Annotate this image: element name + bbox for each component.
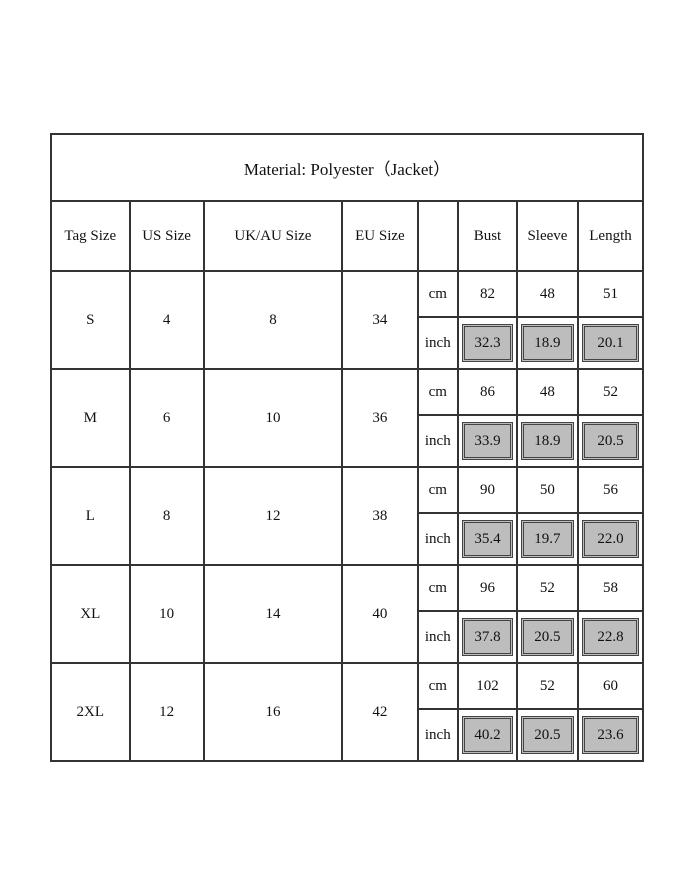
cm-value: 56 — [577, 466, 644, 514]
inch-cell: 23.6 — [577, 708, 644, 762]
unit-label: inch — [416, 708, 460, 762]
cm-value: 52 — [515, 564, 580, 612]
cm-value: 82 — [457, 270, 518, 318]
inch-cell: 37.8 — [457, 610, 518, 664]
table-row: L 8 12 38 cm 90 50 56 — [50, 466, 644, 566]
size-eu: 38 — [341, 466, 419, 566]
size-us: 4 — [128, 270, 205, 370]
unit-label: inch — [416, 414, 460, 468]
column-header: EU Size — [341, 200, 419, 272]
size-tag: L — [50, 466, 131, 566]
table-title: Material: Polyester（Jacket） — [50, 133, 644, 202]
cm-value: 52 — [515, 662, 580, 710]
column-header: US Size — [128, 200, 205, 272]
size-uk: 12 — [202, 466, 344, 566]
table-row: 2XL 12 16 42 cm 102 52 60 — [50, 662, 644, 762]
inch-value: 23.6 — [582, 716, 639, 754]
inch-value: 20.5 — [520, 618, 575, 656]
table-row: M 6 10 36 cm 86 48 52 — [50, 368, 644, 468]
inch-cell: 20.5 — [515, 610, 580, 664]
inch-cell: 20.5 — [577, 414, 644, 468]
unit-label: cm — [416, 662, 460, 710]
inch-value: 37.8 — [462, 618, 513, 656]
column-header: Length — [577, 200, 644, 272]
cm-value: 86 — [457, 368, 518, 416]
size-uk: 16 — [202, 662, 344, 762]
unit-label: inch — [416, 316, 460, 370]
size-tag: M — [50, 368, 131, 468]
size-us: 10 — [128, 564, 205, 664]
inch-value: 20.5 — [520, 716, 575, 754]
size-tag: 2XL — [50, 662, 131, 762]
size-uk: 14 — [202, 564, 344, 664]
table-row: inch 33.9 18.9 20.5 — [51, 414, 644, 468]
cm-value: 50 — [515, 466, 580, 514]
inch-cell: 20.5 — [515, 708, 580, 762]
column-header: Sleeve — [515, 200, 580, 272]
cm-value: 48 — [515, 368, 580, 416]
cm-value: 60 — [577, 662, 644, 710]
column-header: UK/AU Size — [202, 200, 344, 272]
inch-cell: 18.9 — [515, 414, 580, 468]
inch-value: 40.2 — [462, 716, 513, 754]
size-us: 12 — [128, 662, 205, 762]
inch-cell: 18.9 — [515, 316, 580, 370]
inch-value: 22.8 — [582, 618, 639, 656]
cm-value: 52 — [577, 368, 644, 416]
size-us: 6 — [128, 368, 205, 468]
inch-value: 33.9 — [462, 422, 513, 460]
size-uk: 8 — [202, 270, 344, 370]
size-eu: 40 — [341, 564, 419, 664]
table-row: S 4 8 34 cm 82 48 51 — [50, 270, 644, 370]
size-eu: 34 — [341, 270, 419, 370]
table-row: inch 32.3 18.9 20.1 — [51, 316, 644, 370]
inch-value: 20.1 — [582, 324, 639, 362]
inch-value: 20.5 — [582, 422, 639, 460]
column-header: Tag Size — [50, 200, 131, 272]
size-eu: 42 — [341, 662, 419, 762]
unit-label: inch — [416, 610, 460, 664]
cm-value: 48 — [515, 270, 580, 318]
table-row: XL 10 14 40 cm 96 52 58 — [50, 564, 644, 664]
table-row: inch 37.8 20.5 22.8 — [51, 610, 644, 664]
inch-value: 18.9 — [520, 324, 575, 362]
table-row: inch 35.4 19.7 22.0 — [51, 512, 644, 566]
table-row: inch 40.2 20.5 23.6 — [51, 708, 644, 762]
inch-cell: 20.1 — [577, 316, 644, 370]
cm-value: 90 — [457, 466, 518, 514]
cm-value: 96 — [457, 564, 518, 612]
unit-label: cm — [416, 368, 460, 416]
inch-cell: 22.8 — [577, 610, 644, 664]
inch-cell: 32.3 — [457, 316, 518, 370]
size-tag: XL — [50, 564, 131, 664]
inch-cell: 35.4 — [457, 512, 518, 566]
size-chart-table: Material: Polyester（Jacket） Tag Size US S… — [50, 133, 644, 762]
unit-label: cm — [416, 270, 460, 318]
unit-label: cm — [416, 466, 460, 514]
size-eu: 36 — [341, 368, 419, 468]
inch-cell: 22.0 — [577, 512, 644, 566]
inch-value: 22.0 — [582, 520, 639, 558]
unit-label: cm — [416, 564, 460, 612]
cm-value: 51 — [577, 270, 644, 318]
size-tag: S — [50, 270, 131, 370]
unit-label: inch — [416, 512, 460, 566]
inch-value: 32.3 — [462, 324, 513, 362]
inch-cell: 33.9 — [457, 414, 518, 468]
size-us: 8 — [128, 466, 205, 566]
cm-value: 102 — [457, 662, 518, 710]
column-header: Bust — [457, 200, 518, 272]
inch-cell: 40.2 — [457, 708, 518, 762]
inch-value: 35.4 — [462, 520, 513, 558]
size-uk: 10 — [202, 368, 344, 468]
inch-value: 18.9 — [520, 422, 575, 460]
cm-value: 58 — [577, 564, 644, 612]
inch-value: 19.7 — [520, 520, 575, 558]
column-header — [416, 200, 460, 272]
inch-cell: 19.7 — [515, 512, 580, 566]
